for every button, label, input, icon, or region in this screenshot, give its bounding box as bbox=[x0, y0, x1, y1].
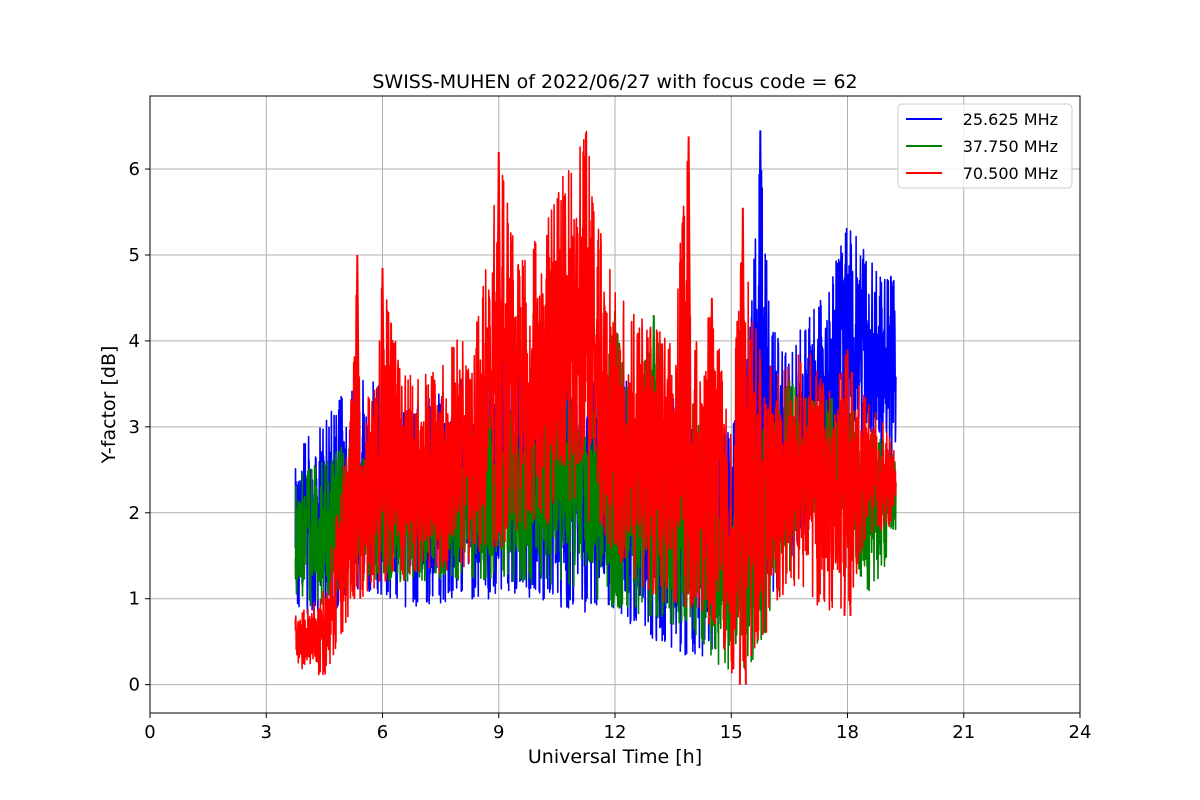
x-tick-label: 24 bbox=[1069, 722, 1092, 743]
x-tick-label: 3 bbox=[261, 722, 272, 743]
y-tick-label: 5 bbox=[129, 245, 140, 266]
x-tick-label: 9 bbox=[493, 722, 504, 743]
legend: 25.625 MHz 37.750 MHz 70.500 MHz bbox=[897, 103, 1073, 189]
series-spike bbox=[707, 297, 716, 625]
legend-label: 37.750 MHz bbox=[963, 137, 1058, 156]
x-tick-label: 21 bbox=[952, 722, 975, 743]
x-axis-title: Universal Time [h] bbox=[528, 746, 702, 768]
series-layer bbox=[294, 130, 897, 685]
y-tick-label: 4 bbox=[129, 331, 140, 352]
series-spike bbox=[738, 207, 747, 685]
legend-label: 70.500 MHz bbox=[963, 164, 1058, 183]
x-tick-label: 18 bbox=[836, 722, 859, 743]
y-tick-label: 6 bbox=[129, 159, 140, 180]
y-tick-label: 1 bbox=[129, 589, 140, 610]
x-tick-label: 6 bbox=[377, 722, 388, 743]
series-spike bbox=[353, 254, 362, 599]
y-tick-label: 3 bbox=[129, 417, 140, 438]
x-tick-label: 0 bbox=[144, 722, 155, 743]
series-spike bbox=[494, 151, 503, 548]
y-axis-title: Y-factor [dB] bbox=[98, 346, 120, 465]
y-tick-label: 0 bbox=[129, 675, 140, 696]
legend-label: 25.625 MHz bbox=[963, 110, 1058, 129]
legend-box bbox=[897, 103, 1073, 189]
x-tick-label: 15 bbox=[720, 722, 743, 743]
x-tick-label: 12 bbox=[604, 722, 627, 743]
series-spike bbox=[378, 267, 387, 582]
series-spike bbox=[684, 136, 693, 608]
series-line-70-500-MHz bbox=[294, 130, 897, 676]
chart-title: SWISS-MUHEN of 2022/06/27 with focus cod… bbox=[372, 71, 857, 93]
y-tick-label: 2 bbox=[129, 503, 140, 524]
series-spike bbox=[843, 349, 852, 616]
